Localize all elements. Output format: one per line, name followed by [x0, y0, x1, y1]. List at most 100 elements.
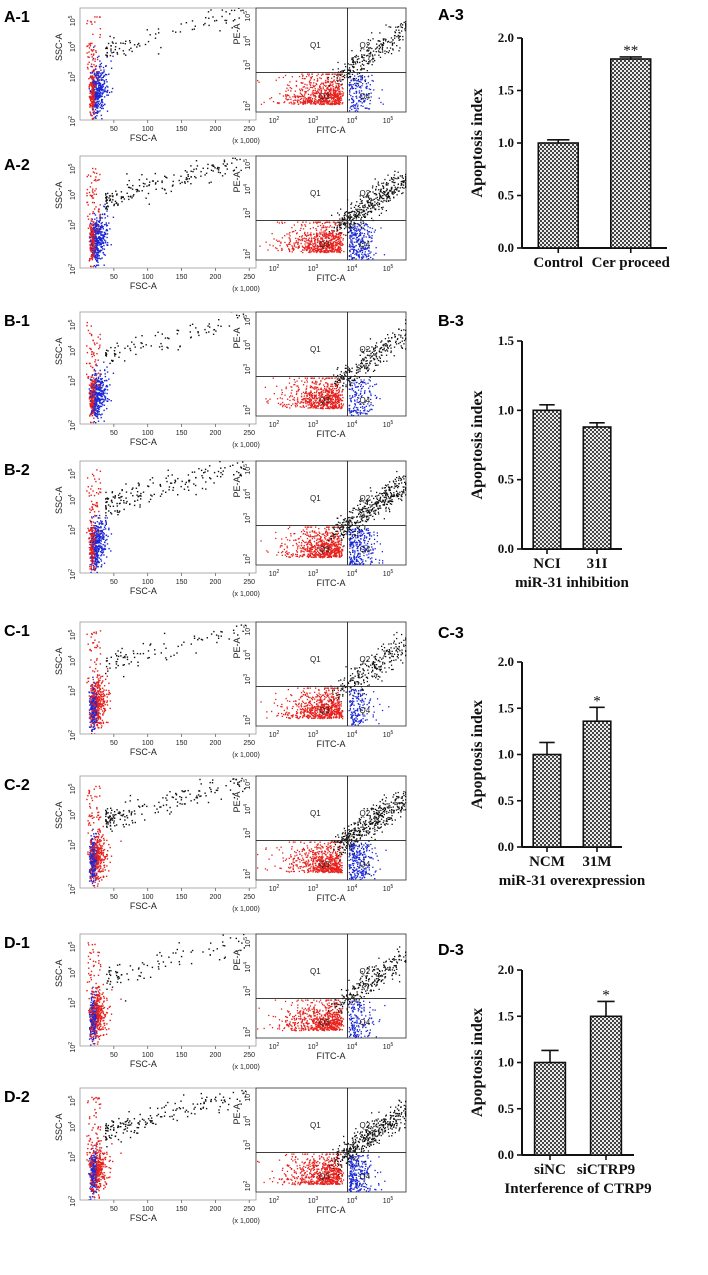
event-dot [141, 174, 143, 176]
event-dot [93, 377, 95, 379]
event-dot [378, 214, 381, 216]
y-tick-label: 104 [68, 41, 77, 52]
event-dot [355, 84, 357, 86]
event-dot [188, 178, 190, 180]
x-tick-label: 150 [176, 274, 188, 281]
event-dot [296, 405, 298, 407]
event-dot [331, 100, 333, 102]
event-dot [93, 369, 95, 372]
event-dot [96, 231, 99, 234]
event-dot [333, 79, 335, 81]
event-dot [362, 68, 364, 70]
event-dot [93, 387, 96, 390]
event-dot [387, 194, 389, 196]
event-dot [96, 229, 98, 231]
event-dot [305, 238, 307, 240]
event-dot [189, 324, 191, 327]
event-dot [328, 237, 331, 240]
event-dot [355, 229, 357, 232]
event-dot [93, 254, 95, 256]
event-dot [88, 396, 91, 399]
event-dot [96, 92, 98, 94]
y-tick-exponent: 5 [68, 163, 74, 166]
event-dot [96, 80, 99, 82]
event-dot [383, 194, 385, 196]
event-dot [86, 351, 89, 354]
event-dot [95, 382, 97, 384]
event-dot [290, 87, 293, 90]
event-dot [104, 88, 106, 90]
event-dot [98, 221, 100, 223]
event-dot [330, 246, 332, 249]
event-dot [330, 244, 333, 246]
event-dot [382, 187, 384, 190]
event-dot [101, 87, 103, 89]
event-dot [96, 90, 98, 92]
event-dot [389, 190, 391, 192]
event-dot [96, 244, 98, 246]
event-dot [104, 390, 106, 392]
event-dot [197, 332, 199, 334]
event-dot [93, 390, 95, 392]
event-dot [353, 78, 355, 80]
event-dot [99, 60, 101, 62]
event-dot [353, 223, 355, 225]
event-dot [293, 244, 295, 246]
event-dot [91, 259, 94, 261]
event-dot [88, 384, 91, 386]
event-dot [90, 391, 93, 393]
event-dot [340, 244, 342, 246]
event-dot [97, 82, 100, 84]
event-dot [110, 346, 112, 349]
event-dot [367, 63, 370, 65]
event-dot [352, 224, 354, 226]
event-dot [359, 244, 361, 246]
x-tick-label: 103 [308, 264, 319, 273]
event-dot [352, 59, 354, 61]
event-dot [236, 159, 238, 161]
y-tick-exponent: 4 [243, 184, 249, 187]
event-dot [360, 48, 362, 50]
event-dot [332, 244, 334, 247]
event-dot [102, 385, 104, 387]
event-dot [171, 185, 174, 187]
event-dot [147, 40, 150, 43]
event-dot [332, 102, 334, 105]
event-dot [93, 245, 96, 247]
event-dot [328, 97, 330, 99]
event-dot [289, 87, 291, 89]
event-dot [342, 239, 344, 241]
event-dot [395, 26, 397, 28]
event-dot [100, 107, 103, 110]
event-dot [88, 191, 91, 194]
event-dot [331, 93, 333, 96]
event-dot [93, 395, 95, 397]
event-dot [326, 244, 329, 246]
event-dot [378, 44, 380, 46]
event-dot [154, 172, 156, 175]
event-dot [320, 98, 322, 100]
event-dot [94, 374, 96, 376]
event-dot [334, 99, 336, 101]
event-dot [309, 401, 311, 404]
event-dot [331, 97, 333, 99]
event-dot [302, 95, 304, 97]
event-dot [97, 376, 100, 378]
event-dot [370, 201, 372, 203]
y-axis-title: PE-A [232, 23, 242, 44]
event-dot [90, 194, 93, 197]
event-dot [98, 384, 101, 386]
event-dot [320, 392, 322, 394]
event-dot [317, 102, 319, 104]
event-dot [335, 383, 338, 385]
event-dot [346, 211, 348, 213]
event-dot [160, 342, 162, 345]
event-dot [337, 73, 339, 75]
event-dot [95, 50, 97, 52]
event-dot [356, 210, 359, 212]
event-dot [337, 242, 340, 245]
event-dot [97, 255, 99, 257]
event-dot [365, 248, 367, 251]
event-dot [86, 52, 88, 54]
event-dot [90, 77, 93, 79]
